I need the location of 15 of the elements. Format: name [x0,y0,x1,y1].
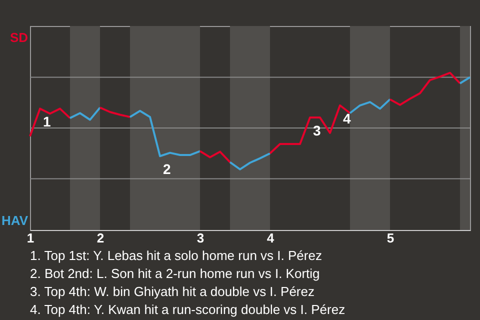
text: SD [10,30,28,45]
annotation: 2 [163,161,171,178]
annotation: 1 [43,114,51,130]
annotation: 3 [313,122,321,139]
text: 4. Top 4th: Y. Kwan hit a run-scoring double vs I. Pérez [30,302,346,317]
text: 2. Bot 2nd: L. Son hit a 2-run home run vs I. Kortig [30,266,320,281]
x-tick-label: 3 [196,230,204,246]
x-tick-label: 2 [96,230,104,246]
text: 3. Top 4th: W. bin Ghiyath hit a double vs I. Pérez [30,284,314,299]
text: HAV [2,213,28,228]
text: 1. Top 1st: Y. Lebas hit a solo home run vs I. Pérez [30,248,322,263]
x-tick-label: 1 [26,230,34,246]
annotation: 4 [343,110,351,126]
x-tick-label: 4 [266,230,275,246]
x-tick-label: 5 [386,230,394,246]
